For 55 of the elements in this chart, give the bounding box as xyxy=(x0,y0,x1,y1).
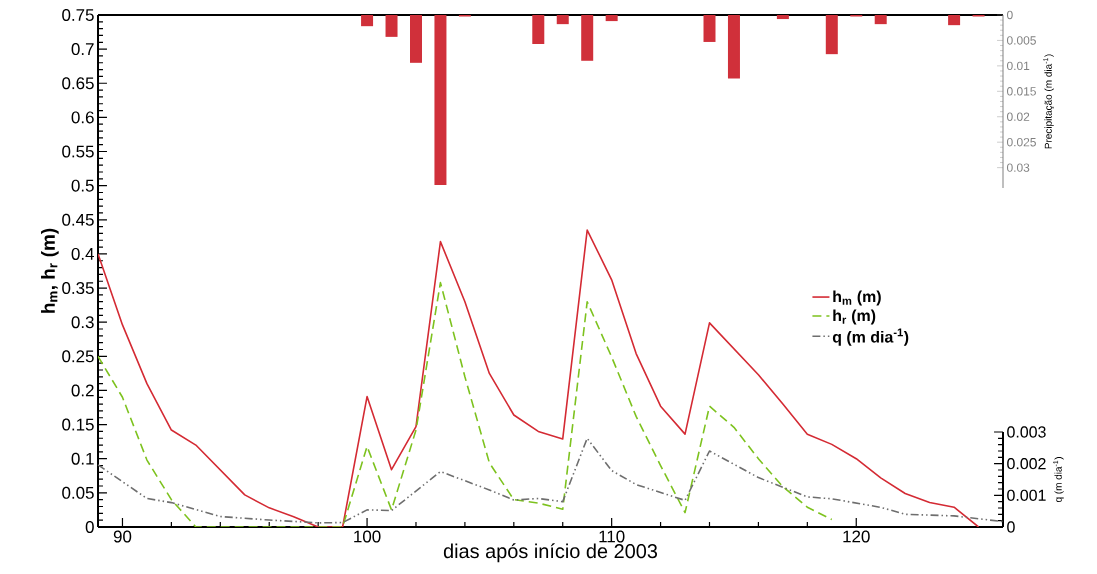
y2-tick-label: 0.025 xyxy=(1007,137,1036,147)
bar xyxy=(948,14,961,26)
bar xyxy=(361,14,374,27)
bar xyxy=(532,14,545,44)
y2-tick-label: 0.015 xyxy=(1007,87,1036,96)
bar xyxy=(727,14,740,79)
bar xyxy=(385,14,398,37)
y-tick-label: 0.4 xyxy=(71,247,94,260)
bar xyxy=(874,14,887,25)
y3-tick-label: 0.002 xyxy=(1007,458,1046,470)
line-series xyxy=(97,437,1004,524)
y-tick-label: 0.35 xyxy=(62,282,94,295)
y-tick-label: 0.6 xyxy=(71,111,94,124)
bar xyxy=(703,14,716,42)
y-tick-label: 0.45 xyxy=(62,213,94,226)
legend-label: h$_{m}$ (m) xyxy=(833,290,881,306)
y-tick-label: 0.65 xyxy=(62,77,94,90)
x-tick-label: 90 xyxy=(113,530,132,543)
y-tick-label: 0.75 xyxy=(62,8,94,21)
y-tick-label: 0.25 xyxy=(62,350,94,363)
y-tick-label: 0 xyxy=(85,520,94,533)
bar xyxy=(581,14,594,61)
x-axis-title: dias após início de 2003 xyxy=(443,543,658,563)
line-series xyxy=(98,229,980,527)
bar xyxy=(825,14,838,55)
y-tick-label: 0.05 xyxy=(62,486,94,499)
y2-axis-title: Precipitação (m dia$^{-1}$) xyxy=(1043,54,1054,149)
y2-tick-label: 0.01 xyxy=(1007,61,1030,71)
y2-tick-label: 0.005 xyxy=(1007,36,1036,45)
bar xyxy=(434,14,447,185)
y-tick-label: 0.2 xyxy=(71,384,94,397)
y2-tick-label: 0 xyxy=(1007,10,1013,20)
line-series xyxy=(98,281,833,527)
bar xyxy=(409,14,422,63)
legend-label: h$_{r}$ (m) xyxy=(833,309,876,325)
y3-tick-label: 0.001 xyxy=(1007,489,1046,501)
bar xyxy=(605,14,618,22)
y-axis-title: h$_{m}$, h$_{r}$ (m) xyxy=(41,228,59,313)
y2-tick-label: 0.02 xyxy=(1007,112,1030,121)
y-tick-label: 0.15 xyxy=(62,418,94,431)
y-tick-label: 0.7 xyxy=(71,43,94,56)
x-tick-label: 110 xyxy=(599,530,625,543)
x-tick-label: 100 xyxy=(354,530,381,543)
y-tick-label: 0.5 xyxy=(71,179,94,192)
y-tick-label: 0.3 xyxy=(71,316,94,329)
y2-tick-label: 0.03 xyxy=(1007,163,1030,172)
y-tick-label: 0.1 xyxy=(71,452,94,465)
y3-tick-label: 0.003 xyxy=(1007,426,1046,438)
legend-label: q (m dia$^{-1}$) xyxy=(832,328,909,346)
y3-axis-title: q (m dia$^{-1}$) xyxy=(1053,457,1064,503)
bar xyxy=(556,14,569,25)
y3-tick-label: 0 xyxy=(1007,521,1015,533)
y-tick-label: 0.55 xyxy=(62,145,94,158)
x-tick-label: 120 xyxy=(843,530,870,543)
bar xyxy=(776,14,789,20)
